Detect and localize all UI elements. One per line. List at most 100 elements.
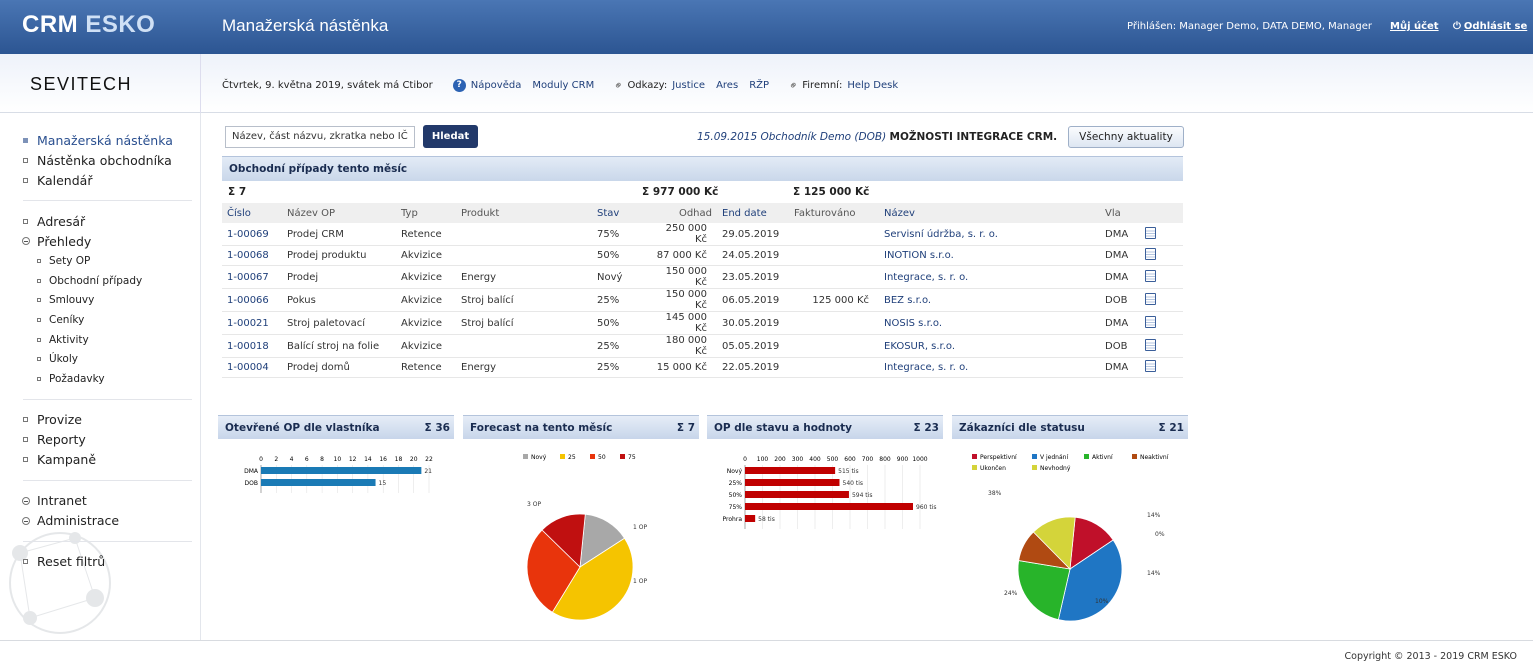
nav-sub-requests[interactable]: Požadavky xyxy=(0,369,200,389)
table-cell: 145 000 Kč xyxy=(647,311,717,335)
rzp-link[interactable]: RŽP xyxy=(749,80,770,91)
link-icon: ⚭ xyxy=(610,77,627,94)
my-account-link[interactable]: Můj účet xyxy=(1390,21,1439,32)
nav-intranet[interactable]: Intranet xyxy=(0,491,200,511)
table-cell[interactable]: 1-00018 xyxy=(222,334,282,358)
table-cell: 25% xyxy=(592,288,647,312)
x-tick-label: 0 xyxy=(259,456,263,463)
table-cell[interactable]: Integrace, s. r. o. xyxy=(879,265,1100,289)
table-row[interactable]: 1-00069 Prodej CRM Retence 75% 250 000 Kč 29.… xyxy=(222,223,1183,246)
legend-swatch xyxy=(1132,454,1137,459)
detail-icon[interactable] xyxy=(1145,315,1156,328)
nav-sub-op-sets[interactable]: Sety OP xyxy=(0,251,200,271)
nav-calendar[interactable]: Kalendář xyxy=(0,170,200,190)
table-cell[interactable]: NOSIS s.r.o. xyxy=(879,311,1100,335)
detail-icon[interactable] xyxy=(1145,226,1156,239)
table-cell: Balící stroj na folie xyxy=(282,334,396,358)
table-cell[interactable]: 1-00004 xyxy=(222,357,282,378)
table-row[interactable]: 1-00004 Prodej domů Retence Energy 25% 15 000… xyxy=(222,357,1183,378)
table-cell: 250 000 Kč xyxy=(647,223,717,246)
logout-link[interactable]: ⏻ Odhlásit se xyxy=(1453,21,1528,32)
modules-link[interactable]: Moduly CRM xyxy=(532,80,595,91)
nav-commissions[interactable]: Provize xyxy=(0,410,200,430)
nav-sub-pricelists[interactable]: Ceníky xyxy=(0,310,200,330)
detail-icon[interactable] xyxy=(1145,360,1156,372)
table-row[interactable]: 1-00068 Prodej produktu Akvizice 50% 87 000 … xyxy=(222,245,1183,266)
news-ticker[interactable]: 15.09.2015 Obchodník Demo (DOB) MOŽNOSTI… xyxy=(697,131,1058,143)
table-cell: 50% xyxy=(592,245,647,266)
justice-link[interactable]: Justice xyxy=(672,80,706,91)
table-cell[interactable]: 1-00069 xyxy=(222,223,282,246)
detail-icon[interactable] xyxy=(1145,248,1156,260)
nav-sub-tasks[interactable]: Úkoly xyxy=(0,349,200,369)
nav-overviews[interactable]: Přehledy xyxy=(0,231,200,251)
x-tick-label: 700 xyxy=(862,456,874,463)
table-cell: 87 000 Kč xyxy=(647,245,717,266)
help-link[interactable]: Nápověda xyxy=(470,80,522,91)
column-header[interactable]: Číslo xyxy=(222,203,282,223)
nav-address-book[interactable]: Adresář xyxy=(0,211,200,231)
detail-icon[interactable] xyxy=(1145,338,1156,351)
bar xyxy=(261,479,376,486)
table-cell[interactable]: Integrace, s. r. o. xyxy=(879,357,1100,378)
table-cell[interactable]: EKOSUR, s.r.o. xyxy=(879,334,1100,358)
legend-swatch xyxy=(560,454,565,459)
column-header[interactable]: Název xyxy=(879,203,1100,223)
column-header: Vla xyxy=(1100,203,1140,223)
app-logo[interactable]: CRM ESKO xyxy=(22,11,156,38)
table-cell[interactable]: 1-00067 xyxy=(222,265,282,289)
x-tick-label: 400 xyxy=(809,456,821,463)
nav-manager-dashboard[interactable]: Manažerská nástěnka xyxy=(0,130,200,150)
table-row[interactable]: 1-00018 Balící stroj na folie Akvizice 25% 1… xyxy=(222,334,1183,358)
cases-table-panel: Obchodní případy tento měsíc Σ 7 Σ 977 0… xyxy=(222,156,1183,378)
nav-sales-dashboard[interactable]: Nástěnka obchodníka xyxy=(0,150,200,170)
table-row[interactable]: 1-00067 Prodej Akvizice Energy Nový 150 000 K… xyxy=(222,265,1183,289)
nav-sub-cases[interactable]: Obchodní případy xyxy=(0,271,200,291)
table-cell: Stroj paletovací xyxy=(282,311,396,335)
table-cell[interactable]: Servisní údržba, s. r. o. xyxy=(879,223,1100,246)
column-header: Typ xyxy=(396,203,456,223)
ares-link[interactable]: Ares xyxy=(716,80,739,91)
x-tick-label: 8 xyxy=(320,456,324,463)
nav-campaigns[interactable]: Kampaně xyxy=(0,450,200,470)
table-cell: 29.05.2019 xyxy=(717,223,789,246)
table-cell[interactable]: 1-00068 xyxy=(222,245,282,266)
nav-administration[interactable]: Administrace xyxy=(0,511,200,531)
table-cell: 50% xyxy=(592,311,647,335)
legend-swatch xyxy=(620,454,625,459)
owner-bar-chart: 0 2 4 6 8 10 12 14 16 18 20 22 DMA 21 DOB 15 xyxy=(244,456,433,493)
detail-icon[interactable] xyxy=(1145,292,1156,305)
table-cell: DMA xyxy=(1100,245,1140,266)
nav-sub-activities[interactable]: Aktivity xyxy=(0,330,200,350)
slice-label: 1 OP xyxy=(633,524,647,531)
data-label: 540 tis xyxy=(843,480,864,487)
status-value-chart-panel: OP dle stavu a hodnoty Σ 23 0 100 200 300 400… xyxy=(707,415,943,625)
column-header[interactable]: Stav xyxy=(592,203,647,223)
table-cell: 150 000 Kč xyxy=(647,265,717,289)
table-cell: 30.05.2019 xyxy=(717,311,789,335)
table-row[interactable]: 1-00066 Pokus Akvizice Stroj balící 25% 150 0… xyxy=(222,288,1183,312)
table-cell[interactable]: INOTION s.r.o. xyxy=(879,245,1100,266)
table-cell: Stroj balící xyxy=(456,288,592,312)
detail-icon[interactable] xyxy=(1145,269,1156,282)
table-cell: Akvizice xyxy=(396,311,456,335)
nav-sub-contracts[interactable]: Smlouvy xyxy=(0,290,200,310)
search-button[interactable]: Hledat xyxy=(423,125,478,148)
slice-label: 38% xyxy=(988,490,1002,497)
table-row[interactable]: 1-00021 Stroj paletovací Akvizice Stroj bal… xyxy=(222,311,1183,335)
date-text: Čtvrtek, 9. května 2019, svátek má Ctibo… xyxy=(222,80,433,91)
nav-reset-filters[interactable]: Reset filtrů xyxy=(0,552,200,572)
all-news-button[interactable]: Všechny aktuality xyxy=(1068,126,1184,148)
bar xyxy=(261,467,422,474)
customers-pie-chart: Perspektivní V jednání Aktivní Neaktivní Uko… xyxy=(972,454,1169,622)
legend-label: V jednání xyxy=(1040,454,1068,461)
nav-reports[interactable]: Reporty xyxy=(0,430,200,450)
table-cell: DMA xyxy=(1100,223,1140,246)
table-cell[interactable]: 1-00021 xyxy=(222,311,282,335)
helpdesk-link[interactable]: Help Desk xyxy=(847,80,899,91)
y-tick-label: 75% xyxy=(729,504,743,511)
table-cell[interactable]: BEZ s.r.o. xyxy=(879,288,1100,312)
table-cell[interactable]: 1-00066 xyxy=(222,288,282,312)
column-header[interactable]: End date xyxy=(717,203,789,223)
search-input[interactable]: Název, část názvu, zkratka nebo IČ xyxy=(225,126,415,148)
